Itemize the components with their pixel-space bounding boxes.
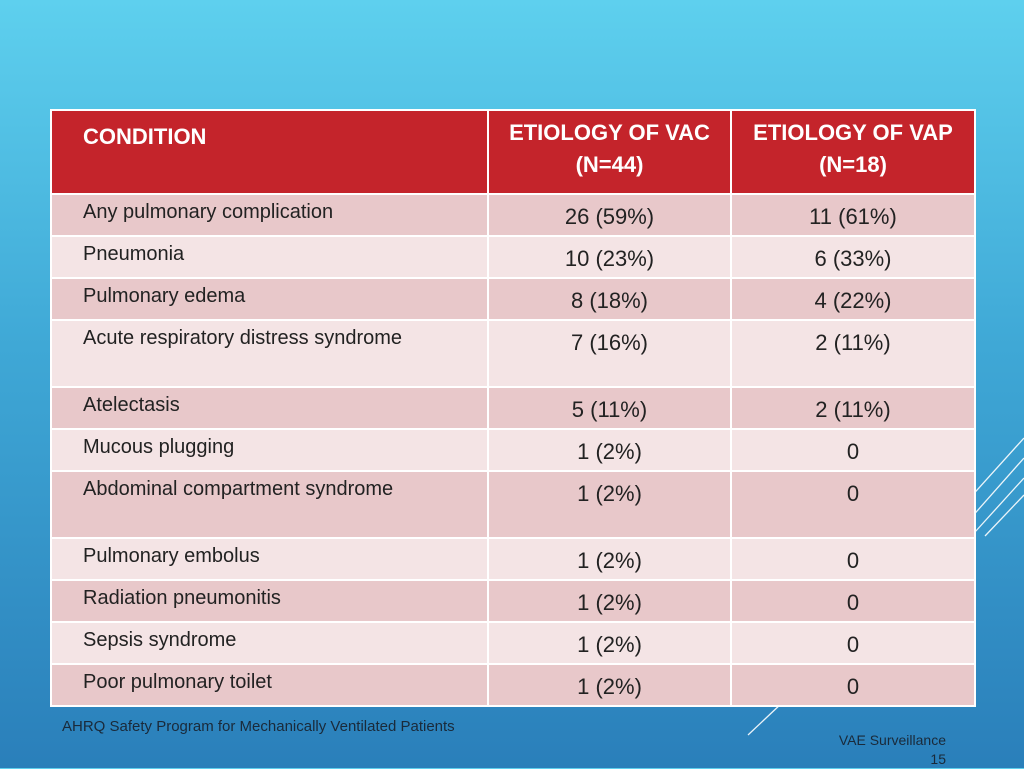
vac-cell: 26 (59%) bbox=[487, 193, 732, 237]
vac-cell: 5 (11%) bbox=[487, 386, 732, 430]
condition-cell: Abdominal compartment syndrome bbox=[50, 470, 489, 539]
condition-cell: Radiation pneumonitis bbox=[50, 579, 489, 623]
condition-cell: Pulmonary embolus bbox=[50, 537, 489, 581]
vac-cell: 1 (2%) bbox=[487, 579, 732, 623]
table-row: Radiation pneumonitis 1 (2%) 0 bbox=[50, 579, 976, 623]
vac-cell: 1 (2%) bbox=[487, 470, 732, 539]
vap-cell: 0 bbox=[730, 428, 976, 472]
header-vac: ETIOLOGY OF VAC (N=44) bbox=[487, 109, 732, 195]
condition-cell: Sepsis syndrome bbox=[50, 621, 489, 665]
condition-cell: Any pulmonary complication bbox=[50, 193, 489, 237]
footer-source: AHRQ Safety Program for Mechanically Ven… bbox=[62, 718, 455, 735]
vap-cell: 0 bbox=[730, 621, 976, 665]
vac-cell: 7 (16%) bbox=[487, 319, 732, 388]
table-row: Atelectasis 5 (11%) 2 (11%) bbox=[50, 386, 976, 430]
header-condition: CONDITION bbox=[50, 109, 489, 195]
vap-cell: 0 bbox=[730, 579, 976, 623]
vac-cell: 1 (2%) bbox=[487, 428, 732, 472]
vap-cell: 2 (11%) bbox=[730, 386, 976, 430]
condition-table: CONDITION ETIOLOGY OF VAC (N=44) ETIOLOG… bbox=[50, 109, 976, 707]
table-header-row: CONDITION ETIOLOGY OF VAC (N=44) ETIOLOG… bbox=[50, 109, 976, 195]
vac-cell: 10 (23%) bbox=[487, 235, 732, 279]
vap-cell: 0 bbox=[730, 470, 976, 539]
vap-cell: 0 bbox=[730, 663, 976, 707]
footer-section: VAE Surveillance bbox=[838, 732, 946, 748]
vac-cell: 8 (18%) bbox=[487, 277, 732, 321]
footer-right: VAE Surveillance 15 bbox=[760, 731, 946, 769]
table-row: Mucous plugging 1 (2%) 0 bbox=[50, 428, 976, 472]
page-number: 15 bbox=[930, 751, 946, 767]
table-row: Poor pulmonary toilet 1 (2%) 0 bbox=[50, 663, 976, 707]
vac-cell: 1 (2%) bbox=[487, 537, 732, 581]
vap-cell: 4 (22%) bbox=[730, 277, 976, 321]
table-row: Pneumonia 10 (23%) 6 (33%) bbox=[50, 235, 976, 279]
table-row: Sepsis syndrome 1 (2%) 0 bbox=[50, 621, 976, 665]
table-row: Pulmonary embolus 1 (2%) 0 bbox=[50, 537, 976, 581]
condition-cell: Pulmonary edema bbox=[50, 277, 489, 321]
table-row: Pulmonary edema 8 (18%) 4 (22%) bbox=[50, 277, 976, 321]
table-row: Acute respiratory distress syndrome 7 (1… bbox=[50, 319, 976, 388]
vac-cell: 1 (2%) bbox=[487, 621, 732, 665]
table-row: Abdominal compartment syndrome 1 (2%) 0 bbox=[50, 470, 976, 539]
condition-cell: Poor pulmonary toilet bbox=[50, 663, 489, 707]
vap-cell: 6 (33%) bbox=[730, 235, 976, 279]
vap-cell: 11 (61%) bbox=[730, 193, 976, 237]
vac-cell: 1 (2%) bbox=[487, 663, 732, 707]
condition-cell: Mucous plugging bbox=[50, 428, 489, 472]
condition-cell: Pneumonia bbox=[50, 235, 489, 279]
condition-cell: Acute respiratory distress syndrome bbox=[50, 319, 489, 388]
condition-cell: Atelectasis bbox=[50, 386, 489, 430]
table-row: Any pulmonary complication 26 (59%) 11 (… bbox=[50, 193, 976, 237]
header-vap: ETIOLOGY OF VAP (N=18) bbox=[730, 109, 976, 195]
vap-cell: 2 (11%) bbox=[730, 319, 976, 388]
vap-cell: 0 bbox=[730, 537, 976, 581]
